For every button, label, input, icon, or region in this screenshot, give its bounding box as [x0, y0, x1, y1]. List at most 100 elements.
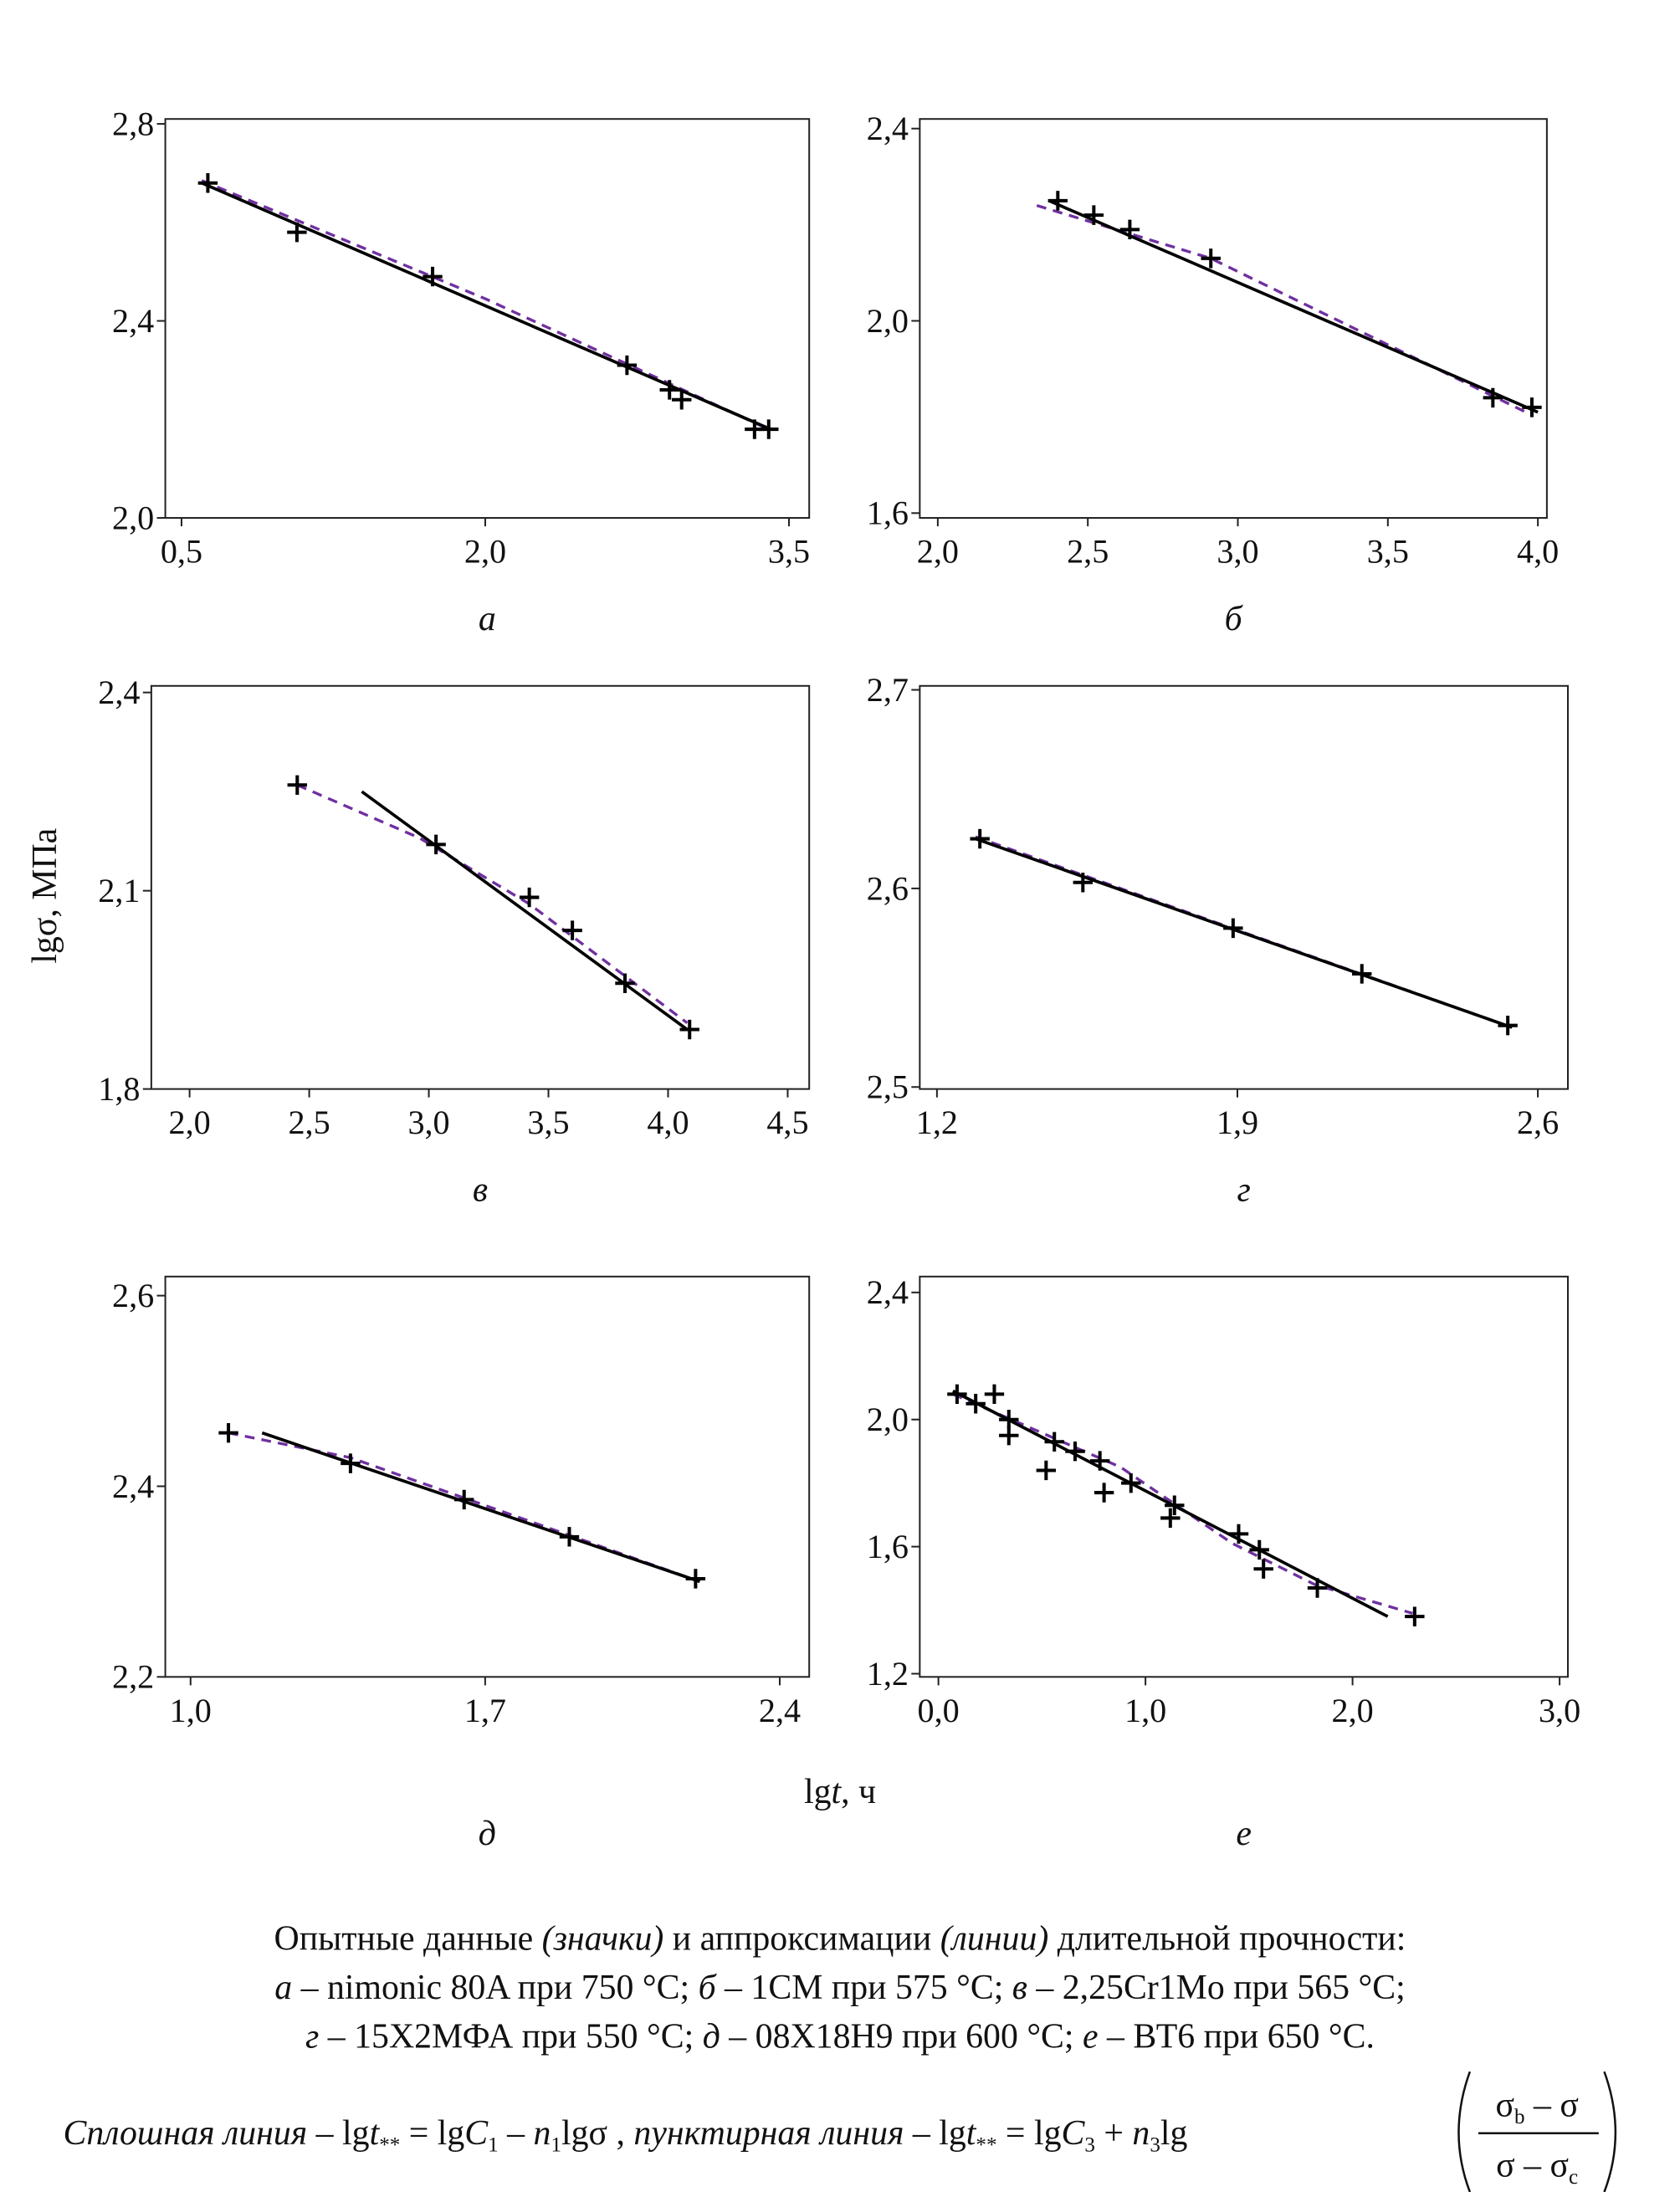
- x-tick-label: 3,0: [407, 1104, 449, 1141]
- x-tick-label: 0,0: [918, 1692, 960, 1729]
- marker: [1253, 1559, 1273, 1579]
- marker: [965, 1394, 986, 1414]
- marker: [1047, 191, 1068, 211]
- panel-label: е: [1236, 1815, 1252, 1853]
- y-tick-label: 1,6: [867, 494, 909, 532]
- x-tick-label: 3,5: [768, 533, 810, 571]
- solid-line: [261, 1431, 701, 1584]
- y-tick-label: 2,4: [112, 1467, 154, 1505]
- marker: [679, 1019, 699, 1040]
- marker: [1483, 387, 1503, 408]
- panel-label: в: [473, 1170, 488, 1209]
- marker: [341, 1453, 361, 1473]
- marker: [1094, 1483, 1114, 1503]
- marker: [672, 390, 692, 410]
- panel-label: а: [479, 600, 496, 638]
- x-tick-label: 2,5: [1067, 533, 1109, 571]
- y-tick-label: 2,0: [867, 302, 909, 340]
- dashed-line: [201, 179, 770, 431]
- marker: [1036, 1460, 1057, 1481]
- marker: [454, 1489, 474, 1510]
- fraction-denominator: σ – σc: [1496, 2147, 1578, 2189]
- marker: [1201, 248, 1221, 269]
- x-tick-label: 2,0: [1332, 1692, 1374, 1729]
- marker: [1119, 219, 1140, 240]
- marker: [197, 173, 218, 193]
- marker: [1228, 1524, 1249, 1544]
- y-tick-label: 1,2: [867, 1655, 909, 1693]
- y-tick-label: 2,7: [867, 671, 909, 709]
- marker: [519, 887, 540, 908]
- caption-line: г – 15Х2МФА при 550 °С; д – 08Х18Н9 при …: [305, 2018, 1375, 2056]
- marker: [1121, 1472, 1141, 1493]
- caption-line: а – nimonic 80A при 750 °С; б – 1CM при …: [274, 1969, 1405, 2007]
- plot-frame: [164, 118, 811, 520]
- fraction-numerator: σb – σ: [1495, 2087, 1578, 2128]
- x-tick-label: 1,0: [1124, 1692, 1166, 1729]
- dashed-line: [1036, 204, 1527, 414]
- marker: [947, 1384, 967, 1405]
- paren-left: [1457, 2071, 1472, 2192]
- y-tick-label: 2,4: [867, 1273, 909, 1311]
- x-tick-label: 3,5: [1367, 533, 1409, 571]
- solid-line: [361, 790, 689, 1032]
- marker: [562, 920, 582, 940]
- x-tick-label: 4,0: [1517, 533, 1559, 571]
- marker: [287, 222, 307, 243]
- x-tick-label: 3,0: [1216, 533, 1258, 571]
- marker: [1044, 1431, 1064, 1452]
- x-tick-label: 3,0: [1539, 1692, 1580, 1729]
- marker: [759, 419, 779, 439]
- x-tick-label: 2,4: [759, 1692, 801, 1729]
- y-tick-label: 2,2: [112, 1658, 154, 1696]
- marker: [1307, 1578, 1328, 1598]
- marker: [218, 1422, 238, 1443]
- y-tick-label: 2,5: [867, 1068, 909, 1106]
- marker: [1065, 1441, 1085, 1462]
- marker: [659, 380, 679, 400]
- marker: [1223, 918, 1243, 939]
- x-tick-label: 4,0: [647, 1104, 689, 1141]
- x-tick-label: 2,0: [169, 1104, 211, 1141]
- x-tick-label: 1,2: [916, 1104, 958, 1141]
- marker: [1352, 964, 1372, 984]
- panel-label: д: [479, 1815, 496, 1853]
- y-tick-label: 2,6: [112, 1277, 154, 1314]
- x-tick-label: 3,5: [527, 1104, 569, 1141]
- y-axis-label: lgσ, МПа: [26, 828, 64, 964]
- y-tick-label: 2,0: [867, 1401, 909, 1438]
- marker: [287, 775, 307, 795]
- y-tick-label: 1,8: [98, 1070, 140, 1108]
- x-tick-label: 2,6: [1517, 1104, 1559, 1141]
- marker: [1249, 1539, 1269, 1560]
- y-tick-label: 2,0: [112, 499, 154, 536]
- marker: [559, 1527, 580, 1547]
- marker: [1073, 873, 1094, 893]
- plot-frame: [150, 684, 811, 1090]
- x-tick-label: 2,0: [464, 533, 506, 571]
- y-tick-label: 1,6: [867, 1528, 909, 1565]
- marker: [999, 1425, 1019, 1446]
- y-tick-label: 2,1: [98, 872, 140, 909]
- marker: [423, 266, 443, 287]
- marker: [1405, 1606, 1425, 1626]
- solid-line: [975, 837, 1513, 1029]
- y-tick-label: 2,8: [112, 105, 154, 142]
- panel-label: г: [1237, 1170, 1251, 1209]
- marker: [1522, 397, 1542, 417]
- panel-label: б: [1225, 600, 1244, 638]
- x-tick-label: 2,5: [288, 1104, 330, 1141]
- marker: [685, 1569, 706, 1589]
- caption-line: Опытные данные (значки) и аппроксимации …: [274, 1920, 1406, 1959]
- marker: [615, 973, 635, 993]
- y-tick-label: 2,4: [98, 673, 140, 711]
- x-tick-label: 4,5: [766, 1104, 808, 1141]
- formula: Сплошная линия – lgt** = lgC1 – n1lgσ , …: [63, 2114, 1187, 2156]
- marker: [984, 1384, 1005, 1405]
- marker: [970, 828, 990, 849]
- x-tick-label: 1,7: [464, 1692, 506, 1729]
- solid-line: [201, 182, 771, 431]
- plot-frame: [919, 684, 1569, 1090]
- x-tick-label: 1,9: [1216, 1104, 1258, 1141]
